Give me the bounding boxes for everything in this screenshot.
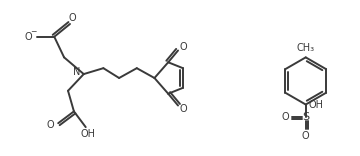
- Text: O: O: [281, 112, 289, 122]
- Text: O: O: [179, 41, 187, 52]
- Text: −: −: [31, 27, 37, 36]
- Text: OH: OH: [80, 129, 95, 139]
- Text: S: S: [302, 112, 309, 122]
- Text: O: O: [179, 104, 187, 115]
- Text: N: N: [73, 67, 81, 77]
- Text: O: O: [302, 131, 310, 141]
- Text: O: O: [25, 32, 32, 42]
- Text: O: O: [68, 13, 76, 23]
- Text: O: O: [46, 120, 54, 130]
- Text: OH: OH: [309, 100, 324, 110]
- Text: CH₃: CH₃: [297, 43, 315, 53]
